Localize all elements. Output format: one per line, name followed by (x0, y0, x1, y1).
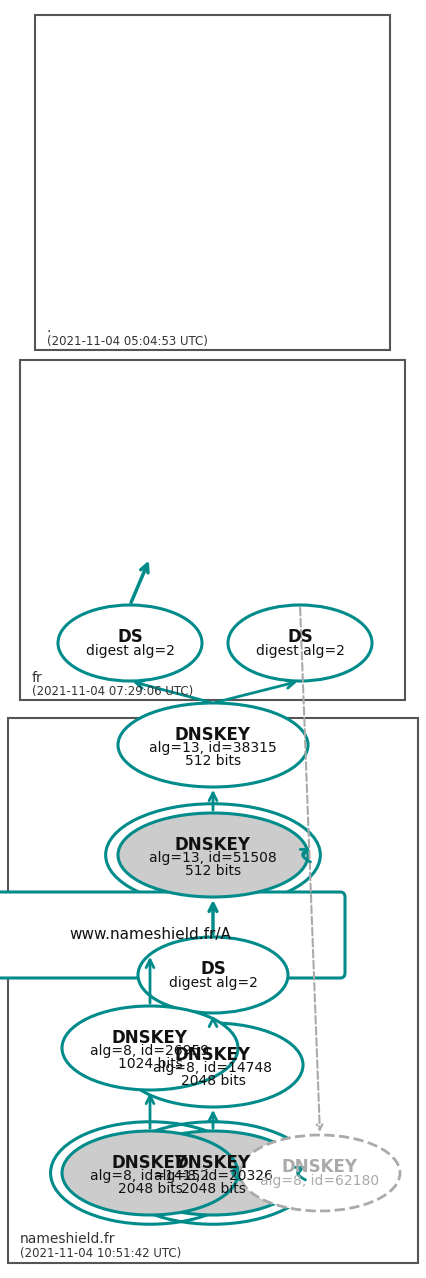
Text: www.nameshield.fr/A: www.nameshield.fr/A (69, 928, 230, 942)
Text: DNSKEY: DNSKEY (175, 1045, 250, 1065)
FancyBboxPatch shape (0, 892, 344, 978)
Bar (8, 718, 417, 1263)
Text: (2021-11-04 05:04:53 UTC): (2021-11-04 05:04:53 UTC) (47, 335, 207, 348)
Ellipse shape (62, 1006, 237, 1090)
Ellipse shape (239, 1135, 399, 1212)
Text: DNSKEY: DNSKEY (175, 836, 250, 854)
Text: (2021-11-04 10:51:42 UTC): (2021-11-04 10:51:42 UTC) (20, 1247, 181, 1260)
Text: 512 bits: 512 bits (184, 754, 241, 768)
Text: alg=8, id=14748: alg=8, id=14748 (153, 1061, 272, 1075)
Text: fr: fr (32, 671, 43, 685)
Text: alg=8, id=26959: alg=8, id=26959 (90, 1044, 209, 1058)
Text: 1024 bits: 1024 bits (117, 1057, 182, 1071)
Text: alg=8, id=14152: alg=8, id=14152 (90, 1169, 209, 1183)
Ellipse shape (58, 604, 201, 681)
Ellipse shape (123, 1022, 302, 1107)
Ellipse shape (118, 813, 307, 897)
Text: DNSKEY: DNSKEY (281, 1158, 357, 1176)
Text: DNSKEY: DNSKEY (175, 1154, 250, 1172)
Ellipse shape (118, 703, 307, 787)
Text: DS: DS (200, 960, 225, 978)
Text: .: . (47, 321, 51, 335)
Text: DS: DS (286, 627, 312, 645)
Text: 512 bits: 512 bits (184, 864, 241, 878)
Text: alg=8, id=62180: alg=8, id=62180 (260, 1174, 379, 1189)
Text: 2048 bits: 2048 bits (180, 1182, 245, 1196)
Text: DNSKEY: DNSKEY (112, 1154, 187, 1172)
Text: DNSKEY: DNSKEY (112, 1029, 187, 1047)
Ellipse shape (62, 1131, 237, 1215)
Text: 2048 bits: 2048 bits (117, 1182, 182, 1196)
Text: alg=8, id=20326: alg=8, id=20326 (153, 1169, 272, 1183)
Text: 2048 bits: 2048 bits (180, 1074, 245, 1088)
Ellipse shape (227, 604, 371, 681)
Text: digest alg=2: digest alg=2 (85, 644, 174, 658)
Ellipse shape (138, 937, 287, 1013)
Text: digest alg=2: digest alg=2 (168, 976, 257, 990)
Bar (35, 15, 389, 350)
Text: DS: DS (117, 627, 143, 645)
Text: alg=13, id=51508: alg=13, id=51508 (149, 851, 276, 865)
Text: nameshield.fr: nameshield.fr (20, 1232, 115, 1246)
Text: alg=13, id=38315: alg=13, id=38315 (149, 741, 276, 755)
Bar (20, 360, 404, 700)
Ellipse shape (123, 1131, 302, 1215)
Text: (2021-11-04 07:29:06 UTC): (2021-11-04 07:29:06 UTC) (32, 685, 193, 698)
Text: digest alg=2: digest alg=2 (255, 644, 344, 658)
Text: DNSKEY: DNSKEY (175, 726, 250, 744)
